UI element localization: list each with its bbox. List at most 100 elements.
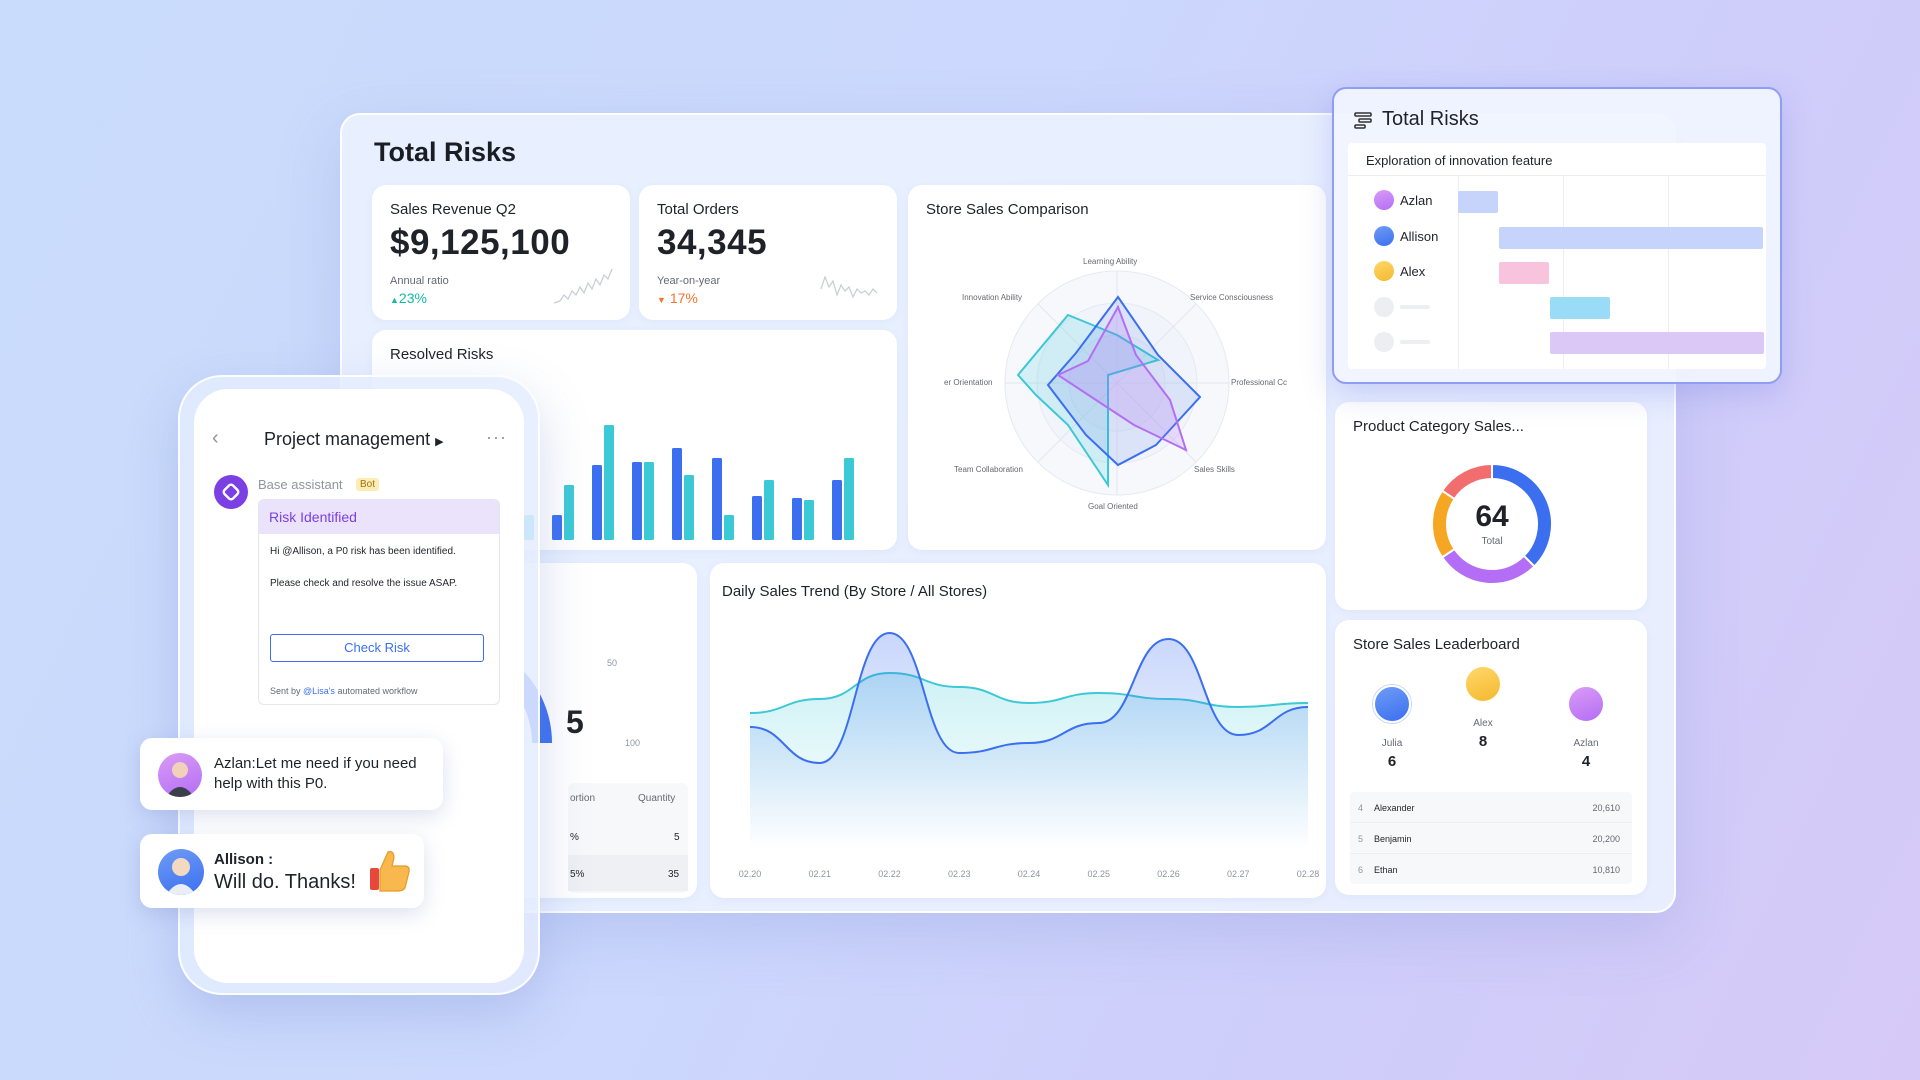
sales-revenue-change: ▲23% — [390, 290, 427, 306]
x-tick-label: 02.20 — [739, 869, 762, 879]
donut-total-label: Total — [1481, 536, 1503, 547]
podium-name: Alex — [1473, 718, 1493, 729]
sparkline-revenue — [553, 268, 613, 304]
avatar — [1567, 685, 1605, 723]
chat-bubble[interactable]: Azlan:Let me need if you need help with … — [140, 738, 443, 810]
bar — [672, 448, 682, 540]
podium-name: Azlan — [1573, 738, 1599, 749]
workflow-footer: Sent by @Lisa's automated workflow — [270, 686, 418, 696]
avatar — [1373, 685, 1411, 723]
gantt-person: Alex — [1400, 264, 1426, 279]
risk-message-line: Hi @Allison, a P0 risk has been identifi… — [270, 546, 456, 557]
sparkline-orders — [820, 275, 878, 299]
table-row[interactable]: 5 Benjamin 20,200 — [1350, 823, 1632, 854]
gantt-bar[interactable] — [1499, 227, 1763, 249]
gauge-row-proportion: % — [570, 832, 579, 843]
avatar — [1374, 261, 1394, 281]
sales-revenue-card[interactable]: Sales Revenue Q2 $9,125,100 Annual ratio… — [372, 185, 630, 320]
bot-badge: Bot — [356, 478, 380, 491]
risk-card-title: Risk Identified — [269, 509, 357, 525]
donut-total-value: 64 — [1475, 500, 1509, 533]
gantt-person: Azlan — [1400, 193, 1433, 208]
bar — [764, 480, 774, 540]
assistant-name: Base assistant — [258, 477, 343, 492]
row-value: 10,810 — [1592, 865, 1620, 875]
base-assistant-logo-icon — [214, 475, 248, 509]
row-name: Alexander — [1374, 803, 1415, 813]
gantt-bar[interactable] — [1550, 297, 1610, 319]
gantt-bar[interactable] — [1458, 191, 1498, 213]
table-row[interactable]: 6 Ethan 10,810 — [1350, 854, 1632, 884]
row-rank: 5 — [1358, 834, 1364, 844]
x-tick-label: 02.28 — [1297, 869, 1320, 879]
x-tick-label: 02.22 — [878, 869, 901, 879]
pie-slice — [1440, 462, 1493, 501]
gantt-icon — [1354, 112, 1372, 129]
row-rank: 6 — [1358, 865, 1364, 875]
check-risk-button[interactable]: Check Risk — [270, 634, 484, 662]
down-arrow-icon: ▼ — [657, 295, 666, 305]
gantt-body: Exploration of innovation feature Azlan … — [1348, 143, 1766, 369]
avatar — [158, 753, 202, 797]
up-arrow-icon: ▲ — [390, 295, 399, 305]
table-row[interactable]: 4 Alexander 20,610 — [1350, 792, 1632, 823]
gauge-value: 5 — [566, 704, 584, 740]
pie-slice — [1440, 547, 1536, 585]
podium-score: 8 — [1478, 733, 1488, 750]
more-icon[interactable]: ··· — [486, 427, 507, 447]
x-tick-label: 02.23 — [948, 869, 971, 879]
gantt-bar[interactable] — [1499, 262, 1549, 284]
avatar — [1464, 665, 1502, 703]
radar-axis-label: Team Collaboration — [954, 465, 1023, 474]
bar — [644, 462, 654, 540]
store-sales-comparison-title: Store Sales Comparison — [926, 201, 1089, 218]
sales-revenue-sub: Annual ratio — [390, 275, 449, 287]
leaderboard-card[interactable]: Store Sales Leaderboard Julia 6 Alex 8 A… — [1335, 620, 1647, 895]
x-tick-label: 02.26 — [1157, 869, 1180, 879]
row-name: Benjamin — [1374, 834, 1412, 844]
gauge-tick-50: 50 — [607, 658, 618, 668]
series-line — [749, 631, 1309, 765]
gauge-tick-100: 100 — [625, 738, 641, 748]
bar — [632, 462, 642, 540]
radar-axis-label: Innovation Ability — [962, 293, 1023, 302]
phone-header-title[interactable]: Project management ▶ — [264, 429, 444, 449]
podium-score: 6 — [1387, 753, 1397, 770]
avatar — [1374, 190, 1394, 210]
radar-axis-label: er Orientation — [944, 378, 993, 387]
chat-bubble[interactable]: Allison : Will do. Thanks! — [140, 834, 424, 908]
bar — [804, 500, 814, 540]
bar — [724, 515, 734, 540]
gantt-panel[interactable]: Total Risks Exploration of innovation fe… — [1332, 87, 1782, 384]
back-chevron-icon[interactable]: ‹ — [212, 427, 219, 449]
total-orders-label: Total Orders — [657, 201, 739, 218]
gantt-title: Total Risks — [1382, 108, 1479, 130]
daily-sales-trend-title: Daily Sales Trend (By Store / All Stores… — [722, 583, 988, 600]
sales-revenue-value: $9,125,100 — [390, 223, 571, 262]
bar — [684, 475, 694, 540]
x-tick-label: 02.25 — [1087, 869, 1110, 879]
gantt-person: Allison — [1400, 229, 1439, 244]
risk-card: Risk Identified Hi @Allison, a P0 risk h… — [258, 499, 500, 705]
radar-axis-label: Service Consciousness — [1190, 293, 1274, 302]
podium-score: 4 — [1581, 753, 1591, 770]
bar — [552, 515, 562, 540]
bar — [592, 465, 602, 540]
radar-axis-label: Goal Oriented — [1088, 502, 1138, 511]
daily-sales-trend-card[interactable]: Daily Sales Trend (By Store / All Stores… — [710, 563, 1326, 898]
gauge-row-quantity: 35 — [668, 869, 680, 880]
total-orders-card[interactable]: Total Orders 34,345 Year-on-year ▼ 17% — [639, 185, 897, 320]
gantt-bar[interactable] — [1550, 332, 1764, 354]
total-orders-sub: Year-on-year — [657, 275, 721, 287]
gauge-col-quantity: Quantity — [638, 793, 676, 804]
avatar-placeholder — [1374, 332, 1394, 352]
bar — [752, 496, 762, 540]
store-sales-comparison-card[interactable]: Store Sales Comparison Learning Ability … — [908, 185, 1326, 550]
x-tick-label: 02.27 — [1227, 869, 1250, 879]
caret-right-icon: ▶ — [435, 436, 444, 448]
series-area — [750, 633, 1308, 848]
product-category-card[interactable]: Product Category Sales... 64 Total — [1335, 402, 1647, 610]
dashboard-title: Total Risks — [374, 137, 517, 167]
leaderboard-title: Store Sales Leaderboard — [1353, 636, 1520, 653]
total-orders-change: ▼ 17% — [657, 290, 698, 306]
